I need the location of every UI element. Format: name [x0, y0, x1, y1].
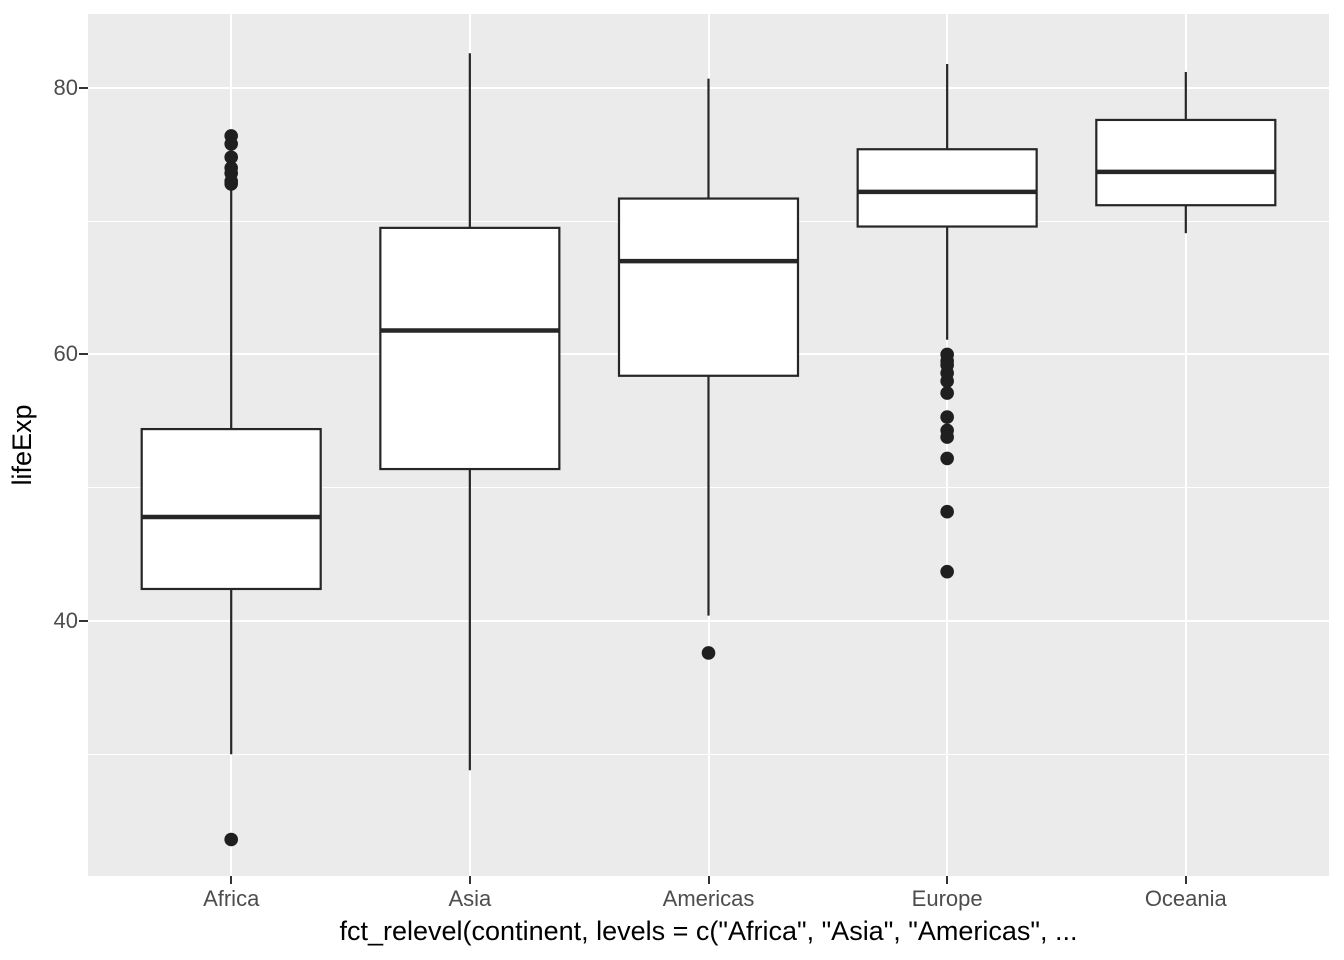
x-tick-mark	[230, 876, 233, 884]
outlier-dot-europe	[940, 504, 954, 519]
x-tick-label-americas: Americas	[662, 886, 755, 911]
outlier-dot-africa	[224, 150, 238, 165]
y-tick-label: 60	[53, 341, 78, 367]
y-tick-label: 40	[53, 607, 78, 633]
boxplot-canvas	[140, 53, 1277, 847]
box-americas	[617, 197, 800, 377]
box-africa	[140, 427, 322, 591]
box-oceania	[1095, 118, 1277, 207]
outlier-dot-europe	[940, 564, 954, 579]
outlier-dot-europe	[940, 386, 954, 400]
outlier-dot-africa	[224, 137, 238, 151]
outlier-dot-europe	[940, 410, 954, 424]
gridline-major-x	[1184, 14, 1187, 876]
x-tick-mark	[468, 876, 471, 884]
gridline-major-x	[946, 14, 949, 876]
x-tick-mark	[1184, 876, 1187, 884]
y-tick-mark	[79, 353, 88, 356]
x-axis-title: fct_relevel(continent, levels = c("Afric…	[339, 916, 1078, 946]
outlier-dot-africa	[224, 832, 238, 847]
outlier-dot-americas	[701, 646, 716, 660]
outlier-dot-europe	[940, 430, 954, 444]
outlier-dot-africa	[224, 177, 238, 191]
outlier-dot-europe	[940, 374, 954, 388]
box-asia	[379, 226, 561, 471]
y-tick-mark	[79, 86, 88, 89]
outlier-dot-europe	[940, 451, 954, 466]
y-tick-mark	[79, 619, 88, 622]
x-tick-mark	[946, 876, 949, 884]
x-tick-label-europe: Europe	[911, 886, 983, 911]
x-tick-label-africa: Africa	[203, 886, 260, 911]
box-europe	[856, 148, 1038, 228]
x-tick-label-asia: Asia	[448, 886, 492, 911]
y-tick-label: 80	[53, 74, 78, 100]
x-tick-label-oceania: Oceania	[1144, 886, 1227, 911]
x-tick-mark	[707, 876, 710, 884]
y-axis-title: lifeExp	[7, 404, 37, 486]
